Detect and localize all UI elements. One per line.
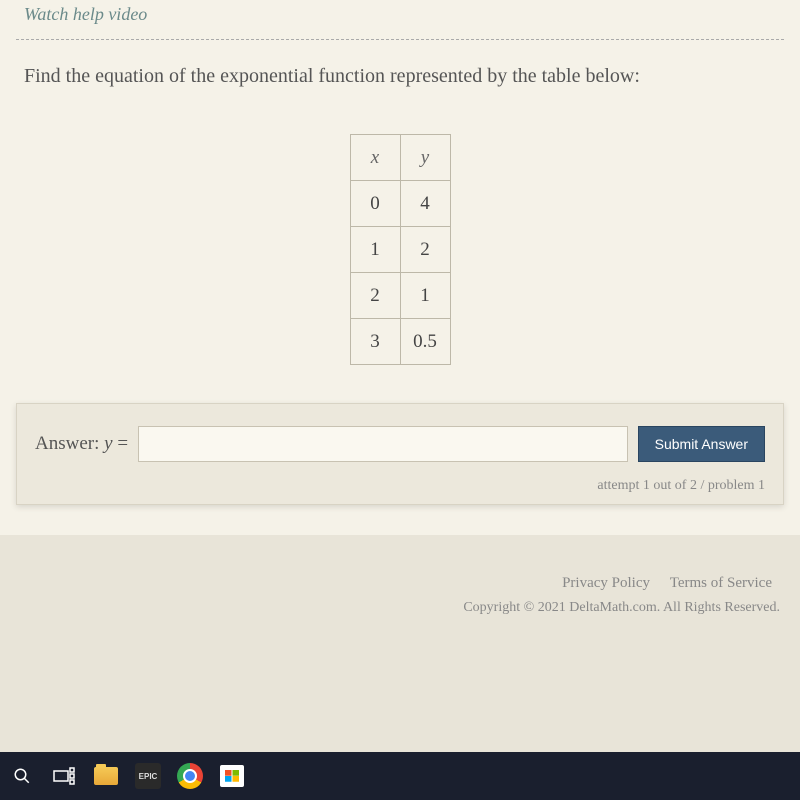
problem-content: Watch help video Find the equation of th…: [0, 0, 800, 535]
divider: [16, 39, 784, 40]
terms-of-service-link[interactable]: Terms of Service: [670, 575, 772, 591]
table-header-row: x y: [350, 135, 450, 181]
header-x: x: [350, 135, 400, 181]
answer-input[interactable]: [138, 426, 628, 462]
footer: Privacy Policy Terms of Service Copyrigh…: [0, 535, 800, 636]
answer-label: Answer: y =: [35, 433, 128, 455]
header-y: y: [400, 135, 450, 181]
question-text: Find the equation of the exponential fun…: [20, 62, 780, 90]
footer-links: Privacy Policy Terms of Service: [0, 575, 780, 592]
task-view-icon[interactable]: [50, 762, 78, 790]
windows-taskbar[interactable]: EPIC: [0, 752, 800, 800]
watch-help-video-link[interactable]: Watch help video: [20, 0, 780, 39]
file-explorer-icon[interactable]: [92, 762, 120, 790]
table-row: 2 1: [350, 273, 450, 319]
submit-answer-button[interactable]: Submit Answer: [638, 426, 765, 462]
data-table: x y 0 4 1 2 2 1 3 0.5: [350, 134, 451, 365]
cell-x: 2: [350, 273, 400, 319]
table-row: 3 0.5: [350, 319, 450, 365]
cell-y: 2: [400, 227, 450, 273]
table-row: 0 4: [350, 181, 450, 227]
cell-y: 4: [400, 181, 450, 227]
cell-x: 3: [350, 319, 400, 365]
epic-games-icon[interactable]: EPIC: [134, 762, 162, 790]
chrome-icon[interactable]: [176, 762, 204, 790]
privacy-policy-link[interactable]: Privacy Policy: [562, 575, 650, 591]
copyright-text: Copyright © 2021 DeltaMath.com. All Righ…: [0, 600, 780, 616]
data-table-wrap: x y 0 4 1 2 2 1 3 0.5: [20, 134, 780, 365]
cell-y: 1: [400, 273, 450, 319]
answer-box: Answer: y = Submit Answer attempt 1 out …: [16, 403, 784, 505]
cell-x: 1: [350, 227, 400, 273]
microsoft-store-icon[interactable]: [218, 762, 246, 790]
cell-x: 0: [350, 181, 400, 227]
answer-row: Answer: y = Submit Answer: [35, 426, 765, 462]
search-icon[interactable]: [8, 762, 36, 790]
attempt-info: attempt 1 out of 2 / problem 1: [35, 478, 765, 494]
table-row: 1 2: [350, 227, 450, 273]
cell-y: 0.5: [400, 319, 450, 365]
